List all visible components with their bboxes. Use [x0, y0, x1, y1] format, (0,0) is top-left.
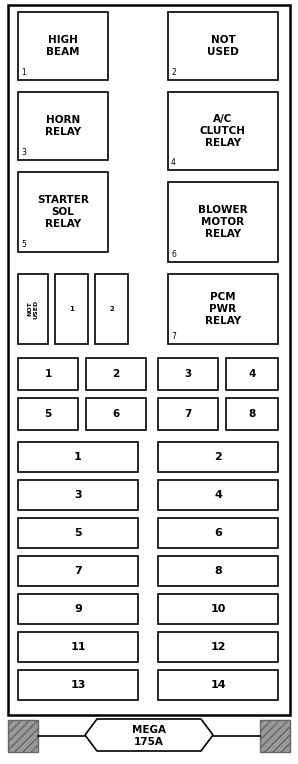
FancyBboxPatch shape [226, 398, 278, 430]
FancyBboxPatch shape [18, 442, 138, 472]
FancyBboxPatch shape [158, 670, 278, 700]
Text: 2: 2 [109, 306, 114, 312]
FancyBboxPatch shape [55, 274, 88, 344]
Text: 7: 7 [74, 566, 82, 576]
FancyBboxPatch shape [18, 556, 138, 586]
FancyBboxPatch shape [18, 670, 138, 700]
Text: NOT
USED: NOT USED [207, 35, 239, 57]
FancyBboxPatch shape [168, 12, 278, 80]
Text: MEGA: MEGA [132, 725, 166, 735]
Text: 6: 6 [112, 409, 119, 419]
Text: 8: 8 [214, 566, 222, 576]
Text: 5: 5 [21, 240, 26, 249]
Text: 2: 2 [214, 452, 222, 462]
Text: 6: 6 [214, 528, 222, 538]
Text: 1: 1 [74, 452, 82, 462]
FancyBboxPatch shape [158, 518, 278, 548]
FancyBboxPatch shape [18, 632, 138, 662]
FancyBboxPatch shape [18, 480, 138, 510]
FancyBboxPatch shape [158, 480, 278, 510]
Text: PCM
PWR
RELAY: PCM PWR RELAY [205, 293, 241, 325]
Text: 5: 5 [44, 409, 52, 419]
FancyBboxPatch shape [95, 274, 128, 344]
Text: 14: 14 [210, 680, 226, 690]
FancyBboxPatch shape [168, 92, 278, 170]
FancyBboxPatch shape [158, 556, 278, 586]
FancyBboxPatch shape [18, 518, 138, 548]
Text: 9: 9 [74, 604, 82, 614]
FancyBboxPatch shape [18, 12, 108, 80]
Text: 1: 1 [44, 369, 52, 379]
FancyBboxPatch shape [168, 274, 278, 344]
Text: 6: 6 [171, 250, 176, 259]
Text: 11: 11 [70, 642, 86, 652]
Text: 12: 12 [210, 642, 226, 652]
FancyBboxPatch shape [86, 358, 146, 390]
FancyBboxPatch shape [158, 398, 218, 430]
Text: BLOWER
MOTOR
RELAY: BLOWER MOTOR RELAY [198, 206, 248, 238]
Text: 4: 4 [248, 369, 256, 379]
FancyBboxPatch shape [226, 358, 278, 390]
FancyBboxPatch shape [18, 92, 108, 160]
FancyBboxPatch shape [18, 358, 78, 390]
FancyBboxPatch shape [8, 720, 38, 752]
FancyBboxPatch shape [260, 720, 290, 752]
Text: 2: 2 [171, 68, 176, 77]
FancyBboxPatch shape [168, 182, 278, 262]
Text: 2: 2 [112, 369, 119, 379]
Text: 13: 13 [70, 680, 86, 690]
Text: HORN
RELAY: HORN RELAY [45, 115, 81, 137]
Text: A/C
CLUTCH
RELAY: A/C CLUTCH RELAY [200, 115, 246, 147]
Text: 5: 5 [74, 528, 82, 538]
FancyBboxPatch shape [86, 398, 146, 430]
FancyBboxPatch shape [18, 594, 138, 624]
Text: 3: 3 [21, 148, 26, 157]
FancyBboxPatch shape [18, 172, 108, 252]
Text: 4: 4 [171, 158, 176, 167]
Text: NOT
USED: NOT USED [28, 299, 38, 319]
Text: 8: 8 [248, 409, 256, 419]
FancyBboxPatch shape [158, 358, 218, 390]
Text: STARTER
SOL
RELAY: STARTER SOL RELAY [37, 196, 89, 228]
FancyBboxPatch shape [18, 398, 78, 430]
FancyBboxPatch shape [158, 442, 278, 472]
FancyBboxPatch shape [158, 632, 278, 662]
Text: 4: 4 [214, 490, 222, 500]
FancyBboxPatch shape [158, 594, 278, 624]
Text: 1: 1 [69, 306, 74, 312]
FancyBboxPatch shape [18, 274, 48, 344]
Text: HIGH
BEAM: HIGH BEAM [46, 35, 80, 57]
Text: 10: 10 [210, 604, 226, 614]
Text: 3: 3 [184, 369, 192, 379]
Text: 175A: 175A [134, 737, 164, 747]
Text: 3: 3 [74, 490, 82, 500]
Text: 1: 1 [21, 68, 26, 77]
Polygon shape [85, 719, 213, 751]
FancyBboxPatch shape [8, 5, 290, 715]
Text: 7: 7 [171, 332, 176, 341]
Text: 7: 7 [184, 409, 192, 419]
